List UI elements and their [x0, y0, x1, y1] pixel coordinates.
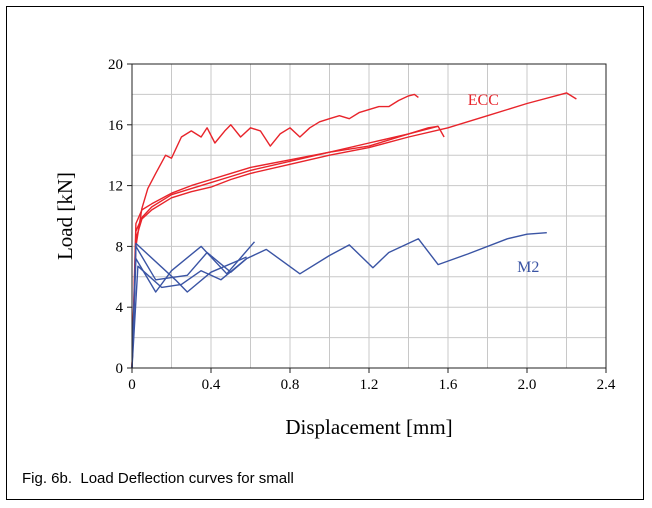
- y-tick-label: 16: [108, 118, 124, 134]
- chart-ticks: 0 0.4 0.8 1.2 1.6 2.0 2.4 0 4 8 12 16 20: [108, 57, 616, 393]
- chart-series-labels: ECC M2: [468, 92, 540, 276]
- m2-curve-8: [131, 258, 248, 369]
- x-tick-label: 1.6: [439, 377, 458, 393]
- m2-curve-5: [131, 232, 547, 369]
- ecc-curve-1: [131, 93, 419, 369]
- figure-frame: [6, 6, 644, 500]
- y-tick-label: 8: [116, 239, 124, 255]
- x-tick-label: 0.8: [281, 377, 300, 393]
- y-tick-label: 4: [116, 300, 124, 316]
- x-tick-label: 0.4: [202, 377, 221, 393]
- chart-series: [131, 92, 577, 369]
- ecc-curve-3: [131, 125, 445, 369]
- y-tick-label: 12: [108, 179, 123, 195]
- x-tick-label: 0: [128, 377, 136, 393]
- load-deflection-chart: 0 0.4 0.8 1.2 1.6 2.0 2.4 0 4 8 12 16 20 ECC M2 Displ…: [53, 57, 616, 439]
- figure-caption: Fig. 6b. Load Deflection curves for smal…: [22, 470, 294, 487]
- y-tick-label: 0: [116, 361, 124, 377]
- x-tick-label: 2.0: [518, 377, 537, 393]
- ecc-curve-4: [131, 125, 439, 369]
- ecc-curve-2: [131, 92, 577, 369]
- x-axis-label: Displacement [mm]: [285, 415, 452, 439]
- series-label-ecc: ECC: [468, 92, 499, 109]
- x-tick-label: 2.4: [597, 377, 616, 393]
- y-axis-label: Load [kN]: [53, 172, 77, 260]
- x-tick-label: 1.2: [360, 377, 379, 393]
- series-label-m2: M2: [517, 259, 539, 276]
- m2-curve-7: [131, 242, 247, 369]
- y-tick-label: 20: [108, 57, 123, 73]
